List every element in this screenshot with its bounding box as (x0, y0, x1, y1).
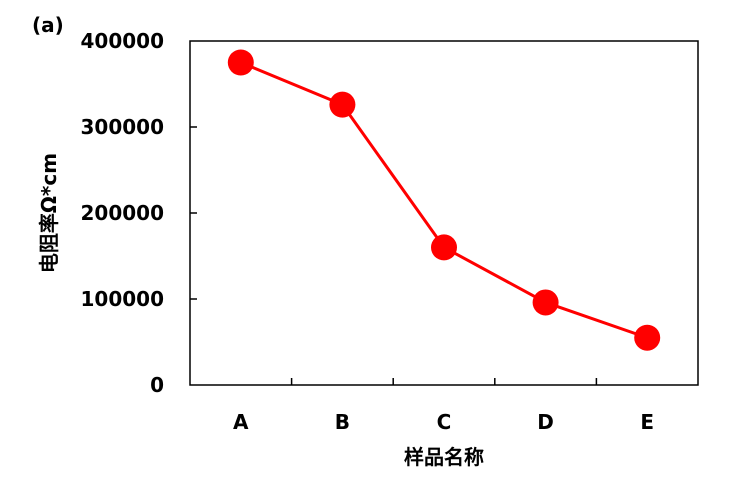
x-tick-label: D (537, 410, 554, 434)
data-point-D (532, 289, 559, 316)
data-point-A (227, 49, 254, 76)
data-point-E (634, 324, 661, 351)
series-line (240, 61, 648, 340)
y-tick-label: 0 (150, 373, 164, 397)
y-tick-label: 300000 (81, 115, 165, 139)
y-axis-label: 电阻率Ω*cm (37, 153, 61, 273)
plot-area (189, 40, 699, 386)
data-point-B (329, 91, 356, 118)
x-tick-label: A (233, 410, 249, 434)
y-tick-label: 200000 (81, 201, 165, 225)
x-tick-label: E (640, 410, 654, 434)
x-tick-label: C (437, 410, 452, 434)
y-tick-label: 100000 (81, 287, 165, 311)
x-axis-label: 样品名称 (404, 445, 484, 469)
panel-label: (a) (32, 13, 64, 37)
y-tick-label: 400000 (81, 29, 165, 53)
data-point-C (431, 234, 457, 261)
x-tick-label: B (335, 410, 350, 434)
